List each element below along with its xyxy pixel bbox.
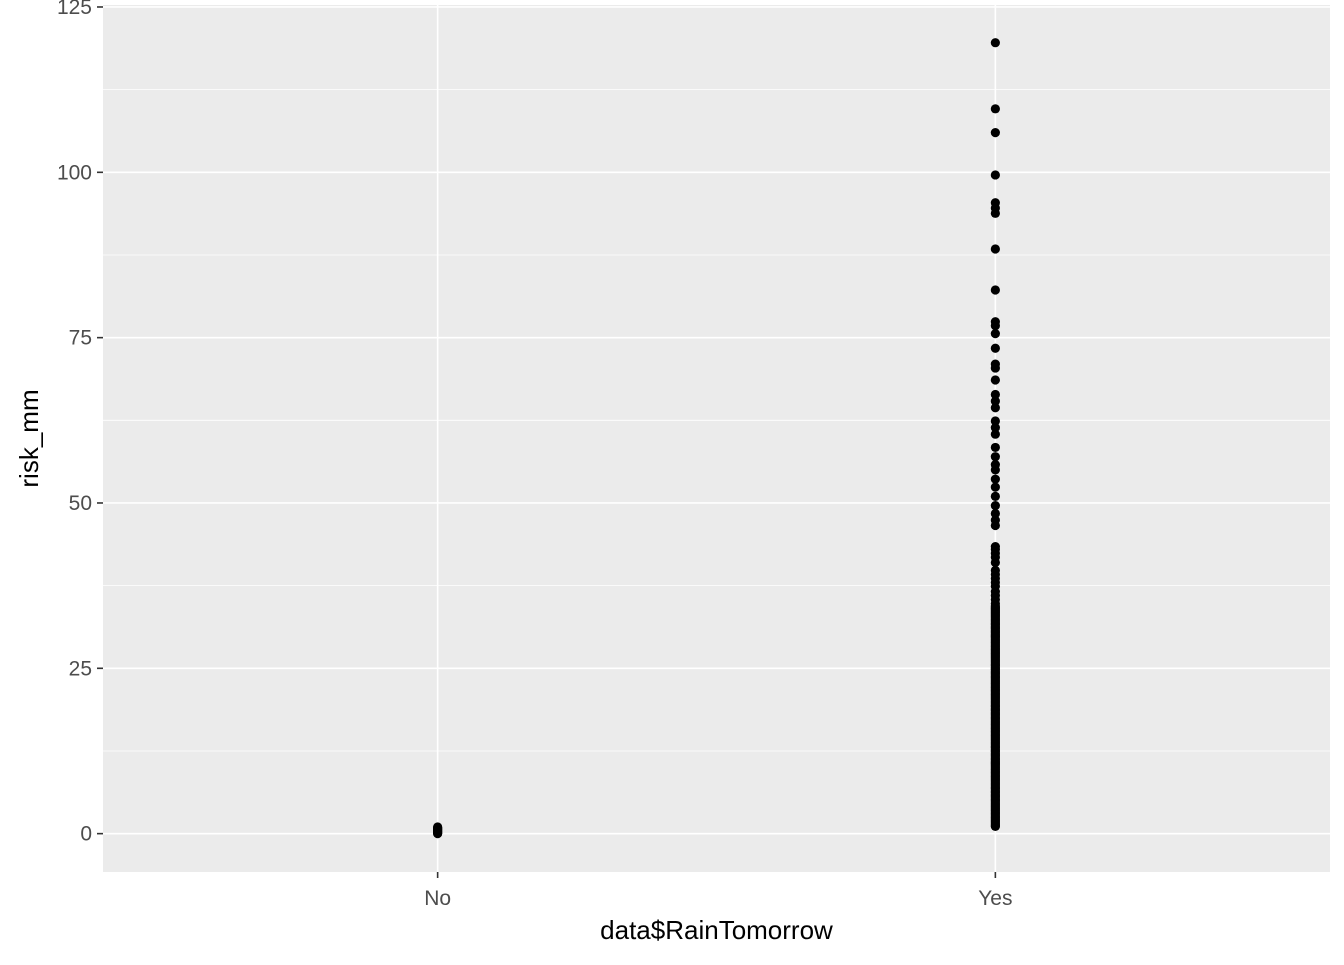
y-tick-label: 25 [69, 657, 92, 680]
data-point [990, 389, 1000, 400]
data-point [990, 343, 1000, 353]
data-point [990, 128, 1000, 138]
data-point [990, 515, 1000, 525]
data-point [990, 396, 1000, 406]
data-point [990, 508, 1000, 519]
data-point [990, 329, 1000, 339]
plot-panel [103, 5, 1330, 872]
y-tick-label: 75 [69, 327, 92, 350]
data-points [433, 38, 1000, 839]
data-point [990, 452, 1000, 462]
y-tick-label: 125 [57, 0, 92, 19]
data-point [990, 285, 1000, 295]
data-point [990, 170, 1000, 180]
data-point [990, 429, 1000, 439]
y-tick-label: 0 [80, 823, 92, 846]
data-point [990, 38, 1000, 48]
x-axis-title: data$RainTomorrow [600, 915, 833, 945]
data-point [990, 442, 1000, 453]
data-point [990, 375, 1000, 385]
data-point [990, 244, 1000, 254]
data-point [990, 359, 1000, 369]
data-point [990, 198, 1000, 208]
data-point [990, 460, 1000, 470]
y-axis-title: risk_mm [14, 389, 44, 487]
minor-gridlines [103, 89, 1330, 752]
data-point [990, 565, 1000, 576]
data-point [990, 317, 1000, 327]
y-tick-label: 50 [69, 492, 92, 515]
y-axis: 0 25 50 75 100 125 [57, 0, 103, 846]
data-point [990, 403, 1000, 413]
data-point [990, 104, 1000, 114]
data-point [990, 416, 1000, 426]
data-point [990, 474, 1000, 484]
data-point [990, 501, 1000, 511]
y-tick-label: 100 [57, 161, 92, 184]
data-point [990, 491, 1000, 501]
x-tick-label: Yes [978, 887, 1012, 910]
data-point [433, 822, 443, 832]
x-tick-label: No [424, 887, 451, 910]
data-point [990, 482, 1000, 492]
data-point [990, 542, 1000, 552]
data-point [990, 422, 1000, 433]
x-axis: No Yes [424, 872, 1012, 910]
